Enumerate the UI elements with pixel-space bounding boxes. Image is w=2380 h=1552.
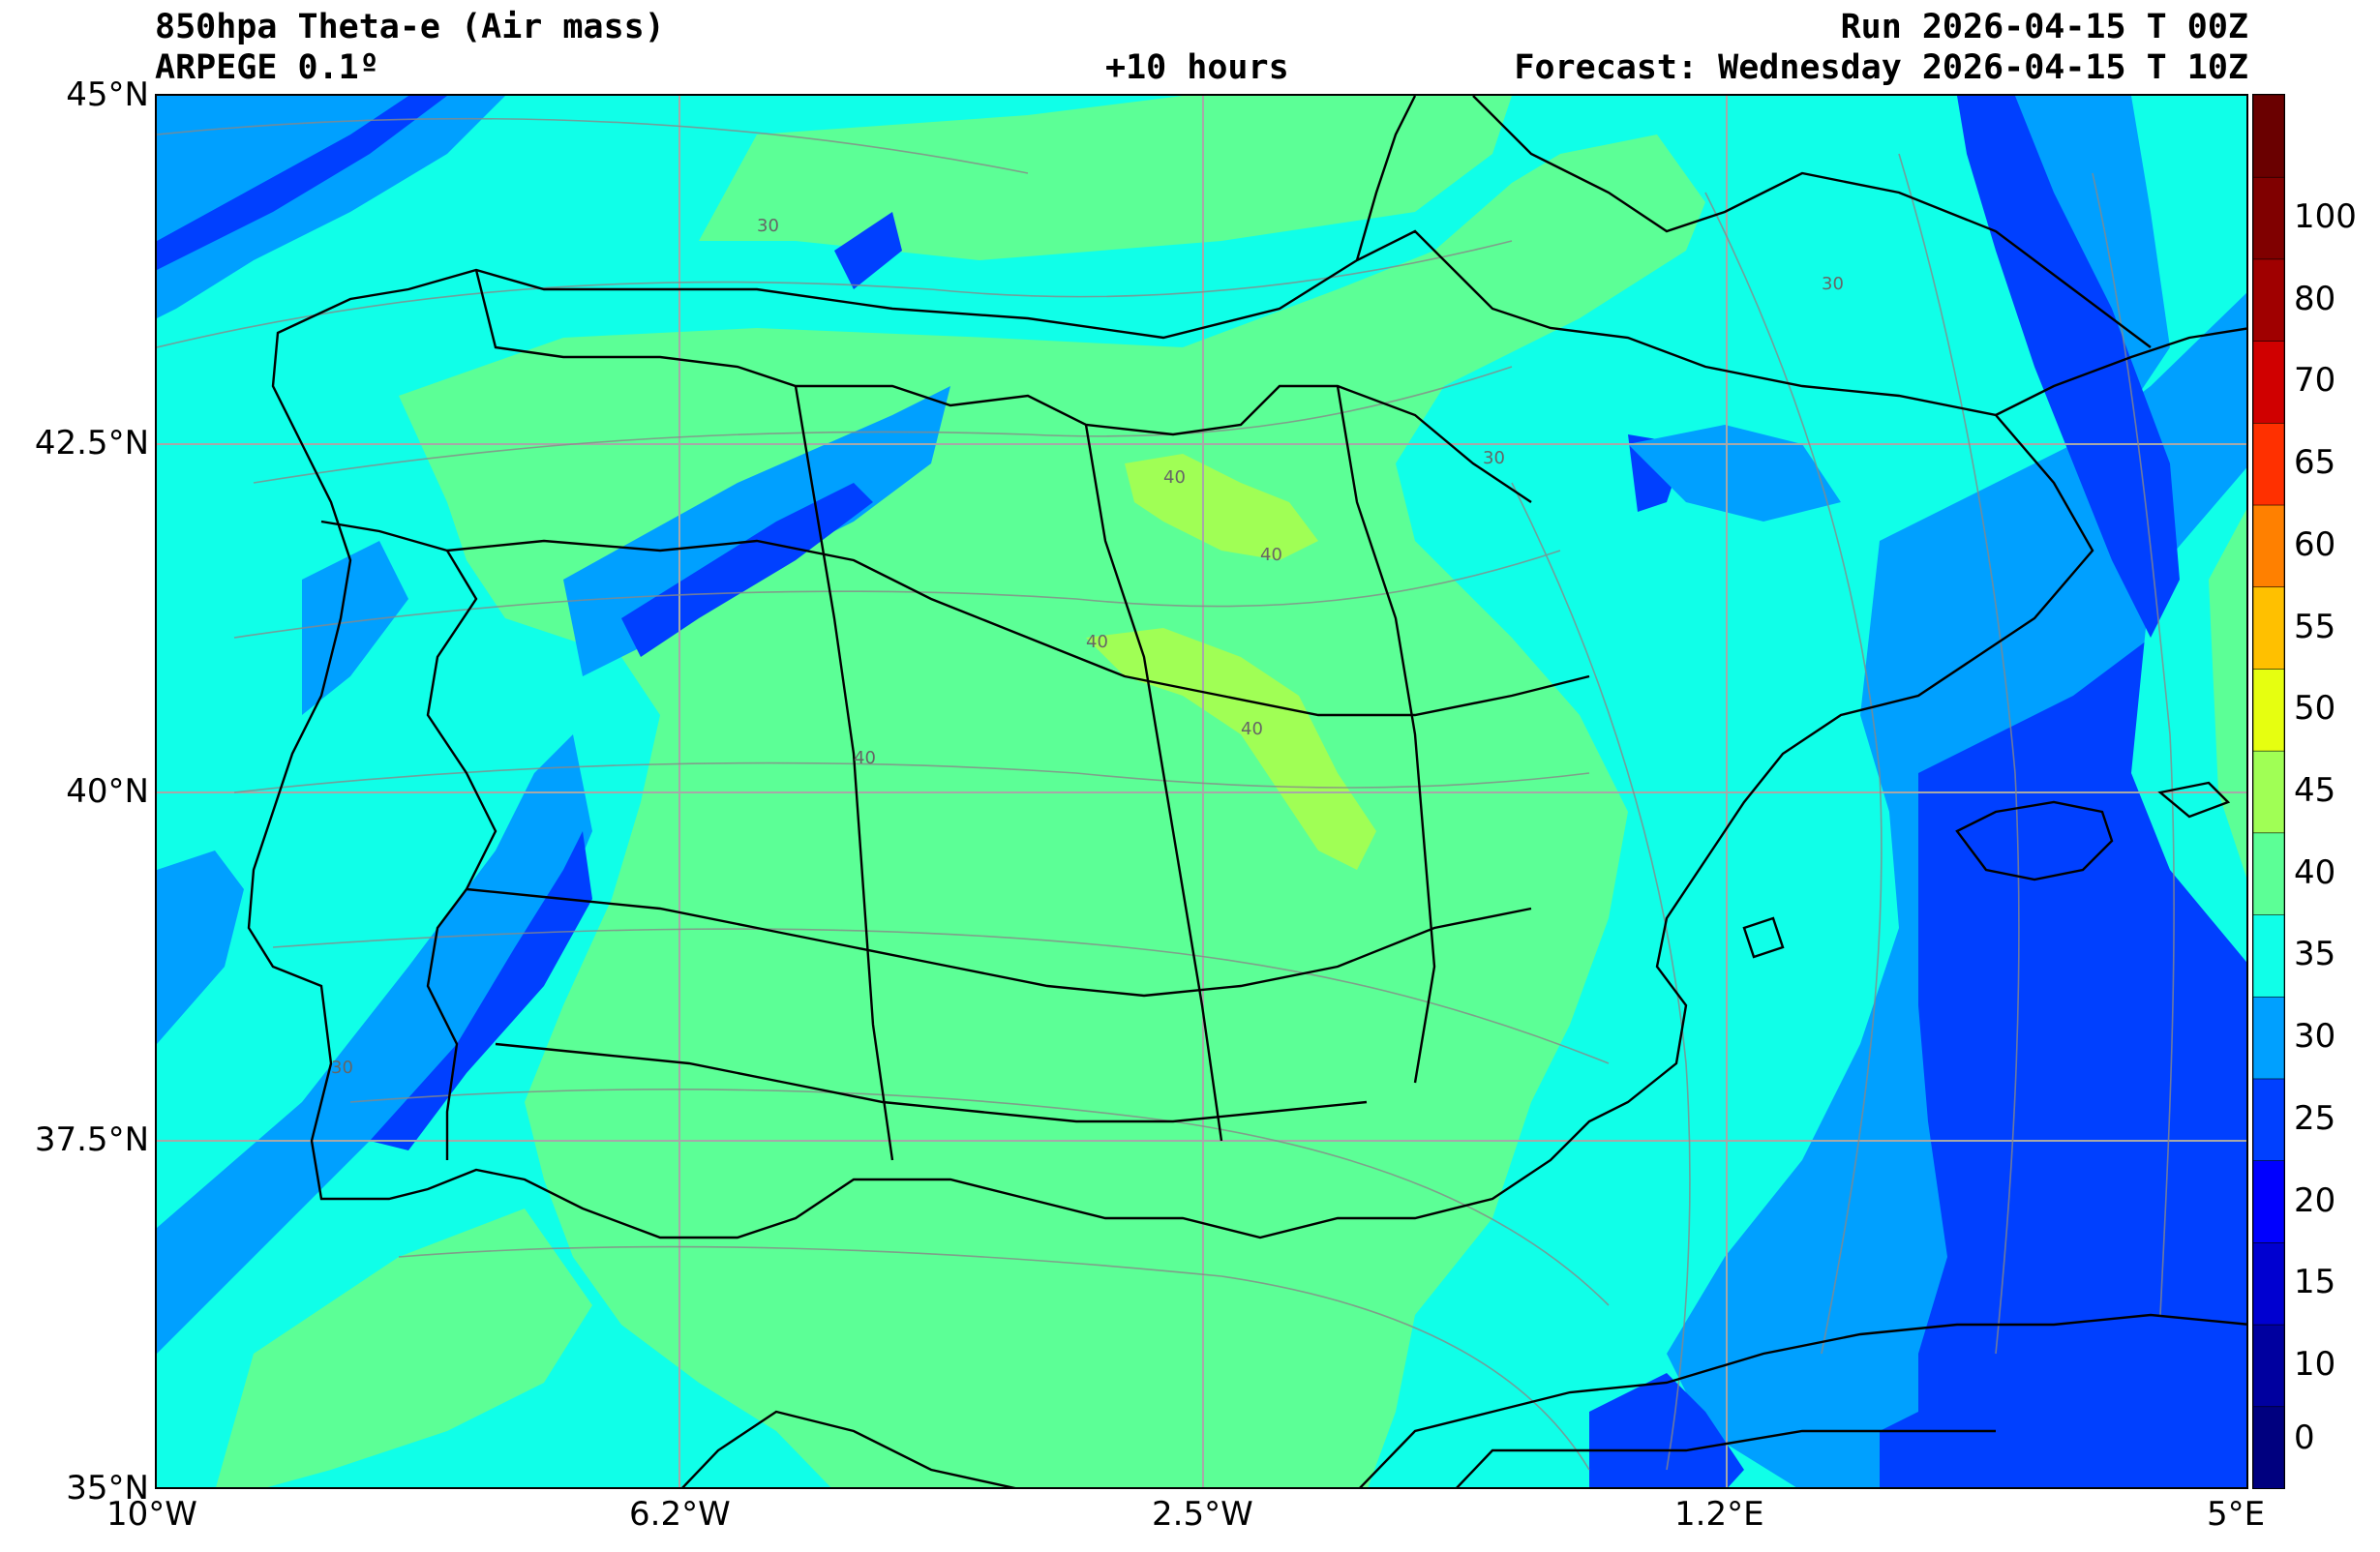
field-25-30-atlantic — [157, 96, 505, 318]
field-20-25-gulf-lion — [1957, 96, 2180, 638]
colorbar-bin — [2252, 1405, 2285, 1489]
colorbar-tick-label: 80 — [2294, 279, 2336, 318]
lon-label-1-2e: 1.2°E — [1674, 1495, 1764, 1534]
lat-label-42-5: 42.5°N — [34, 424, 149, 463]
lon-label-2-5w: 2.5°W — [1152, 1495, 1253, 1534]
contour-label-30-c: 30 — [1822, 274, 1844, 294]
contour-label-30-d: 30 — [331, 1058, 353, 1078]
contour-label-30-b: 30 — [1483, 448, 1505, 468]
colorbar-bin — [2252, 913, 2285, 998]
colorbar-tick-label: 20 — [2294, 1180, 2336, 1220]
gulf-lion-coast — [1995, 327, 2246, 417]
lead-time-label: +10 hours — [1105, 48, 1289, 87]
colorbar-tick-label: 50 — [2294, 689, 2336, 729]
field-20-25-jet — [157, 96, 447, 270]
lat-label-40: 40°N — [66, 772, 149, 811]
field-25-30-north-blob — [834, 212, 902, 289]
colorbar-tick-label: 55 — [2294, 607, 2336, 646]
lat-label-45: 45°N — [66, 75, 149, 114]
lon-label-5e: 5°E — [2207, 1495, 2266, 1534]
colorbar-bin — [2252, 176, 2285, 260]
france-borders — [1472, 96, 2152, 348]
contour-label-40-a: 40 — [1163, 467, 1186, 488]
contour-label-40-d: 40 — [1241, 719, 1263, 739]
africa-coast — [681, 1410, 1016, 1487]
colorbar-tick-label: 10 — [2294, 1344, 2336, 1384]
field-20-25-guadiana — [370, 831, 592, 1150]
colorbar-tick-label: 15 — [2294, 1263, 2336, 1302]
theta-e-field: 40 40 40 40 40 30 30 30 30 — [157, 96, 2246, 1487]
colorbar-bin — [2252, 422, 2285, 506]
field-35-40-iberia — [399, 134, 1705, 1487]
iberia-coastline — [247, 229, 2094, 1239]
colorbar-bin — [2252, 832, 2285, 915]
field-35-40-north — [699, 96, 1512, 260]
coastlines-borders — [247, 96, 2246, 1487]
region-borders-center — [446, 539, 1590, 717]
field-25-30-atlantic-south — [157, 851, 244, 1044]
region-borders-andalusia — [495, 1042, 1368, 1123]
colorbar-tick-label: 65 — [2294, 443, 2336, 483]
region-borders-vertical-2 — [1084, 424, 1223, 1142]
algeria-coast — [1359, 1313, 2246, 1487]
contour-label-40-b: 40 — [1086, 632, 1108, 652]
model-subtitle: ARPEGE 0.1º — [155, 48, 379, 87]
menorca — [2157, 781, 2231, 819]
colorbar-bin — [2252, 504, 2285, 588]
field-25-30-portugal-band — [157, 734, 592, 1354]
colorbar-bin — [2252, 94, 2285, 178]
field-25-30-jet — [157, 96, 408, 241]
colorbar — [2252, 94, 2285, 1489]
field-40-45-la-rioja — [1125, 454, 1318, 560]
colorbar-bin — [2252, 1324, 2285, 1408]
contour-label-40-e: 40 — [854, 748, 876, 768]
colorbar-tick-label: 70 — [2294, 361, 2336, 401]
field-25-30-pyrenees — [1628, 425, 1841, 522]
lat-label-37-5: 37.5°N — [34, 1120, 149, 1159]
france-coast — [1355, 96, 1417, 261]
colorbar-bin — [2252, 996, 2285, 1080]
field-20-25-duero — [621, 483, 873, 657]
region-borders-north — [474, 269, 1532, 503]
lon-label-6-2w: 6.2°W — [629, 1495, 731, 1534]
run-label: Run 2026-04-15 T 00Z — [1840, 8, 2248, 46]
colorbar-tick-label: 0 — [2294, 1418, 2315, 1458]
colorbar-tick-label: 60 — [2294, 524, 2336, 564]
colorbar-bins — [2252, 94, 2285, 1489]
colorbar-tick-label: 25 — [2294, 1098, 2336, 1138]
colorbar-tick-label: 45 — [2294, 771, 2336, 810]
colorbar-bin — [2252, 750, 2285, 834]
colorbar-bin — [2252, 1241, 2285, 1326]
colorbar-bin — [2252, 668, 2285, 752]
field-35-40-east-edge — [2209, 509, 2246, 878]
ibiza — [1742, 916, 1785, 959]
region-borders-vertical-3 — [1336, 385, 1436, 1084]
colorbar-bin — [2252, 258, 2285, 342]
contour-label-40-c: 40 — [1260, 545, 1282, 565]
colorbar-bin — [2252, 340, 2285, 424]
colorbar-bin — [2252, 585, 2285, 670]
region-borders-south — [466, 887, 1532, 998]
field-20-25-algeria — [1589, 1373, 1744, 1487]
africa-borders — [1456, 1429, 1996, 1487]
colorbar-tick-label: 40 — [2294, 852, 2336, 892]
colorbar-tick-label: 100 — [2294, 197, 2357, 237]
lon-label-10w: 10°W — [106, 1495, 197, 1534]
field-40-45-iberian-system — [1086, 628, 1376, 870]
colorbar-bin — [2252, 1078, 2285, 1161]
lat-label-35: 35°N — [66, 1469, 149, 1507]
portugal-border — [320, 520, 497, 1160]
field-35-40-southwest — [216, 1209, 592, 1487]
field-20-25-tunisia — [1880, 1392, 2034, 1487]
colorbar-tick-label: 30 — [2294, 1017, 2336, 1057]
mallorca — [1955, 800, 2114, 881]
region-borders-vertical-1 — [794, 385, 894, 1161]
forecast-label: Forecast: Wednesday 2026-04-15 T 10Z — [1514, 48, 2248, 87]
field-25-30-galicia — [302, 541, 408, 715]
colorbar-bin — [2252, 1159, 2285, 1243]
chart-title: 850hpa Theta-e (Air mass) — [155, 8, 665, 46]
contour-label-30-a: 30 — [757, 216, 779, 236]
colorbar-tick-label: 35 — [2294, 935, 2336, 974]
theta-e-map: 40 40 40 40 40 30 30 30 30 — [155, 94, 2248, 1489]
